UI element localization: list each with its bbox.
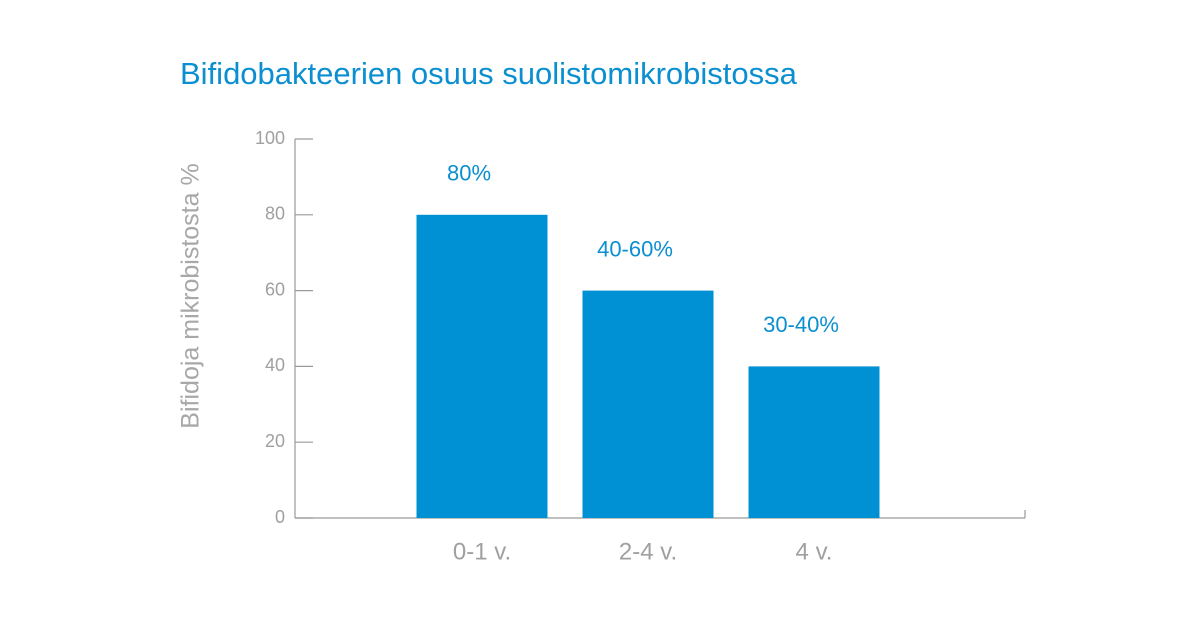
chart-title: Bifidobakteerien osuus suolistomikrobist… [180,56,798,91]
bar [748,366,880,518]
y-tick-label: 100 [255,128,285,148]
bar-annotation: 40-60% [597,236,673,261]
x-tick-label: 2-4 v. [619,538,677,565]
y-tick-label: 0 [275,507,285,527]
y-axis-label: Bifidoja mikrobistosta % [177,163,205,428]
x-tick-label: 0-1 v. [453,538,511,565]
bar [416,214,548,519]
x-tick-label: 4 v. [796,538,833,565]
y-tick-label: 80 [265,204,285,224]
bar-annotation: 30-40% [763,312,839,337]
bar [582,290,714,518]
bar-annotation: 80% [447,161,491,186]
y-tick-label: 20 [265,431,285,451]
y-tick-label: 40 [265,355,285,375]
y-tick-label: 60 [265,279,285,299]
